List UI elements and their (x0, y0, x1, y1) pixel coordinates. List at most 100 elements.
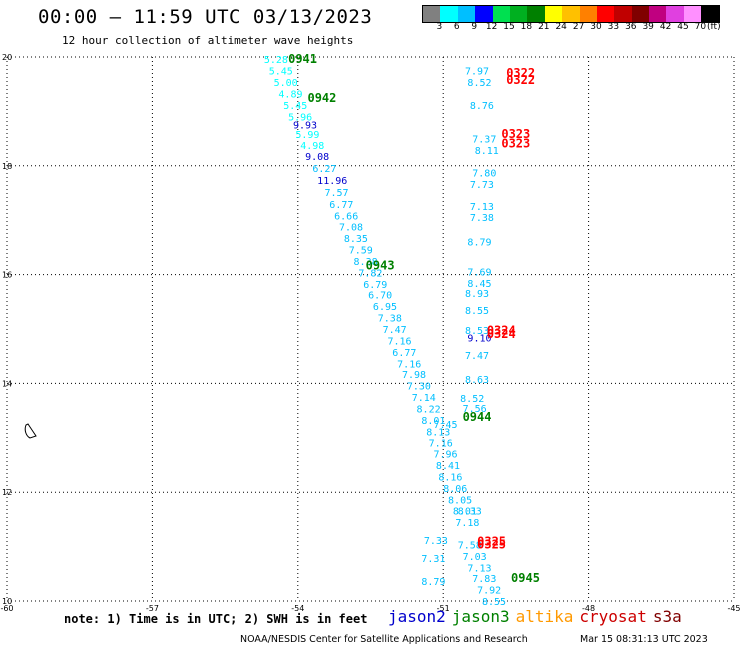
wave-height-value: 8.01 (453, 507, 477, 518)
wave-height-value: 4.89 (278, 89, 302, 100)
wave-height-value: 8.16 (438, 472, 462, 483)
color-swatch (440, 6, 458, 22)
color-scale-bar (422, 5, 720, 23)
color-scale-label: 15 (503, 22, 515, 32)
wave-height-value: 8.01 (421, 416, 445, 427)
color-swatch (509, 6, 528, 22)
x-tick-label: -48 (582, 604, 595, 613)
wave-height-value: 7.69 (467, 267, 491, 278)
page-title: 00:00 – 11:59 UTC 03/13/2023 (38, 6, 373, 28)
y-tick-label: 16 (2, 271, 12, 280)
x-tick-label: -45 (727, 604, 740, 613)
wave-height-value: 7.59 (349, 246, 373, 257)
color-swatch (666, 6, 684, 22)
grid-lines (6, 56, 735, 602)
color-swatch (631, 6, 650, 22)
wave-height-value: 7.37 (472, 135, 496, 146)
pass-time-label: 0941 (288, 52, 317, 66)
wave-height-value: 8.55 (465, 306, 489, 317)
color-swatch (579, 6, 597, 22)
satellite-legend: jason2 jason3 altika cryosat s3a (388, 607, 688, 626)
satellite-name: jason3 (451, 607, 510, 626)
color-scale-label: (ft) (707, 22, 721, 32)
credit-text: NOAA/NESDIS Center for Satellite Applica… (240, 634, 528, 645)
wave-height-value: 9.08 (305, 152, 329, 163)
pass-time-label: 0325 (477, 537, 506, 551)
wave-height-value: 8.93 (465, 289, 489, 300)
pass-time-label: 0325 (477, 535, 506, 549)
wave-height-value: 7.16 (397, 359, 421, 370)
pass-time-label: 0322 (506, 66, 535, 80)
color-scale-label: 18 (520, 22, 533, 32)
color-swatch (544, 6, 563, 22)
pass-time-label: 0324 (487, 327, 516, 341)
wave-height-value: 8.22 (417, 404, 441, 415)
wave-height-value: 6.95 (373, 302, 397, 313)
y-tick-label: 14 (2, 379, 12, 388)
color-scale-label: 24 (555, 22, 567, 32)
color-scale-label: 33 (607, 22, 620, 32)
credit-timestamp: Mar 15 08:31:13 UTC 2023 (580, 634, 708, 645)
note-text: note: 1) Time is in UTC; 2) SWH is in fe… (64, 612, 368, 626)
wave-height-value: 8.53 (465, 326, 489, 337)
color-swatch (475, 6, 493, 22)
wave-height-value: 6.77 (329, 200, 353, 211)
wave-height-value: 7.45 (434, 420, 458, 431)
satellite-name: jason2 (388, 607, 446, 626)
color-scale-label: 36 (625, 22, 637, 32)
wave-height-value: 7.13 (470, 202, 494, 213)
color-swatch (649, 6, 667, 22)
x-tick-label: -51 (437, 604, 450, 613)
data-points: 5.285.455.004.895.455.965.994.989.939.08… (264, 52, 540, 608)
wave-height-value: 5.45 (269, 67, 293, 78)
wave-height-value: 7.98 (402, 370, 426, 381)
tick-labels: -60 -57 -54 -51 -48 -45 20 18 16 14 12 10 (0, 53, 740, 613)
wave-height-value: 4.98 (300, 141, 324, 152)
wave-height-value: 6.79 (363, 280, 387, 291)
wave-height-value: 6.27 (312, 164, 336, 175)
wave-height-value: 7.16 (387, 336, 411, 347)
wave-height-value: 5.99 (295, 130, 319, 141)
wave-height-value: 7.13 (467, 563, 491, 574)
pass-time-label: 0942 (307, 91, 336, 105)
color-swatch (492, 6, 510, 22)
x-tick-label: -60 (0, 604, 13, 613)
y-tick-label: 20 (2, 53, 12, 62)
wave-height-value: 5.00 (274, 78, 298, 89)
wave-height-value: 7.83 (472, 574, 496, 585)
landmass-outline (24, 423, 37, 439)
color-scale-label: 27 (572, 22, 585, 32)
wave-height-value: 9.93 (293, 120, 317, 131)
wave-height-value: 11.96 (317, 176, 347, 187)
wave-height-value: 8.52 (460, 394, 484, 405)
color-swatch (614, 6, 632, 22)
wave-height-value: 8.41 (436, 461, 460, 472)
color-scale-label: 39 (642, 22, 654, 32)
wave-height-value: 6.77 (392, 348, 416, 359)
x-tick-label: -57 (146, 604, 159, 613)
color-swatch (423, 6, 441, 22)
color-scale-label: 21 (538, 22, 550, 32)
wave-height-value: 7.96 (434, 450, 458, 461)
color-swatch (596, 6, 615, 22)
wave-height-value: 5.45 (283, 101, 307, 112)
pass-time-label: 0944 (463, 410, 492, 424)
pass-time-label: 0324 (487, 324, 516, 338)
x-tick-label: -54 (291, 604, 304, 613)
wave-height-value: 7.73 (470, 180, 494, 191)
pass-time-label: 0322 (506, 73, 535, 87)
wave-height-value: 8.76 (470, 101, 494, 112)
wave-height-value: 7.58 (458, 540, 482, 551)
color-swatch (562, 6, 580, 22)
color-swatch (701, 6, 719, 22)
color-swatch (457, 6, 476, 22)
wave-height-value: 8.06 (443, 484, 467, 495)
wave-height-value: 8.13 (426, 427, 450, 438)
wave-height-value: 5.96 (288, 112, 312, 123)
pass-time-label: 0323 (501, 136, 530, 150)
color-scale-label: 70 (694, 22, 707, 32)
wave-height-value: 7.47 (383, 325, 407, 336)
wave-height-value: 8.33 (458, 507, 482, 518)
color-scale-label: 30 (590, 22, 602, 32)
